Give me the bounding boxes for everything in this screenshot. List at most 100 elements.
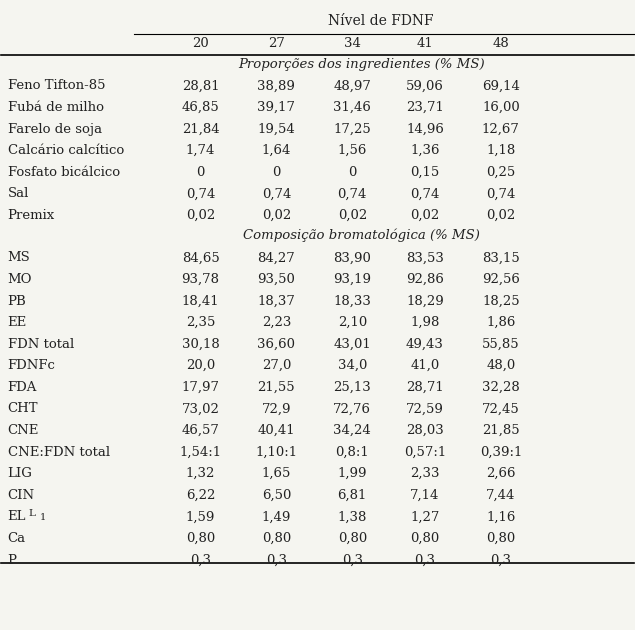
Text: 1,64: 1,64 [262,144,291,157]
Text: 23,71: 23,71 [406,101,444,114]
Text: 0,3: 0,3 [190,554,211,566]
Text: 19,54: 19,54 [258,123,295,135]
Text: 30,18: 30,18 [182,338,220,351]
Text: 34: 34 [344,37,361,50]
Text: 72,76: 72,76 [333,403,371,415]
Text: 2,10: 2,10 [338,316,367,329]
Text: 36,60: 36,60 [257,338,295,351]
Text: 49,43: 49,43 [406,338,444,351]
Text: 0,80: 0,80 [262,532,291,545]
Text: 2,35: 2,35 [186,316,215,329]
Text: Fosfato bicálcico: Fosfato bicálcico [8,166,120,179]
Text: 48,97: 48,97 [333,79,371,93]
Text: 2,33: 2,33 [410,467,439,480]
Text: 0,74: 0,74 [410,187,439,200]
Text: 1,18: 1,18 [486,144,516,157]
Text: CNE: CNE [8,424,39,437]
Text: 32,28: 32,28 [482,381,519,394]
Text: 0: 0 [196,166,204,179]
Text: 92,56: 92,56 [482,273,520,286]
Text: 72,9: 72,9 [262,403,291,415]
Text: 6,81: 6,81 [338,489,367,501]
Text: 0,74: 0,74 [262,187,291,200]
Text: 34,0: 34,0 [338,359,367,372]
Text: 0: 0 [348,166,356,179]
Text: PB: PB [8,294,27,307]
Text: 0,02: 0,02 [338,209,367,222]
Text: 1,10:1: 1,10:1 [255,445,297,459]
Text: 0,02: 0,02 [486,209,516,222]
Text: 1,38: 1,38 [338,510,367,524]
Text: 21,55: 21,55 [258,381,295,394]
Text: Feno Tifton-85: Feno Tifton-85 [8,79,105,93]
Text: Farelo de soja: Farelo de soja [8,123,102,135]
Text: 41: 41 [417,37,433,50]
Text: Sal: Sal [8,187,29,200]
Text: 0: 0 [272,166,281,179]
Text: 83,15: 83,15 [482,251,519,265]
Text: Premix: Premix [8,209,55,222]
Text: 0,74: 0,74 [186,187,215,200]
Text: 84,27: 84,27 [258,251,295,265]
Text: 12,67: 12,67 [482,123,520,135]
Text: 0,74: 0,74 [486,187,516,200]
Text: 38,89: 38,89 [257,79,295,93]
Text: 40,41: 40,41 [258,424,295,437]
Text: 92,86: 92,86 [406,273,444,286]
Text: FDA: FDA [8,381,37,394]
Text: P: P [8,554,17,566]
Text: EE: EE [8,316,27,329]
Text: 1: 1 [39,513,46,522]
Text: Ca: Ca [8,532,26,545]
Text: 27,0: 27,0 [262,359,291,372]
Text: 20: 20 [192,37,209,50]
Text: 6,22: 6,22 [186,489,215,501]
Text: FDN total: FDN total [8,338,74,351]
Text: 93,19: 93,19 [333,273,371,286]
Text: 21,85: 21,85 [482,424,519,437]
Text: 0,80: 0,80 [186,532,215,545]
Text: 1,74: 1,74 [186,144,215,157]
Text: 48: 48 [493,37,509,50]
Text: 34,24: 34,24 [333,424,371,437]
Text: CIN: CIN [8,489,35,501]
Text: MO: MO [8,273,32,286]
Text: 27: 27 [268,37,285,50]
Text: 7,44: 7,44 [486,489,516,501]
Text: 21,84: 21,84 [182,123,219,135]
Text: 72,45: 72,45 [482,403,519,415]
Text: 83,53: 83,53 [406,251,444,265]
Text: 7,14: 7,14 [410,489,439,501]
Text: 0,80: 0,80 [486,532,516,545]
Text: 1,36: 1,36 [410,144,439,157]
Text: Calcário calcítico: Calcário calcítico [8,144,124,157]
Text: CNE:FDN total: CNE:FDN total [8,445,110,459]
Text: 83,90: 83,90 [333,251,371,265]
Text: 0,3: 0,3 [415,554,436,566]
Text: 0,57:1: 0,57:1 [404,445,446,459]
Text: 93,50: 93,50 [257,273,295,286]
Text: 0,02: 0,02 [186,209,215,222]
Text: 16,00: 16,00 [482,101,519,114]
Text: 46,85: 46,85 [182,101,220,114]
Text: 41,0: 41,0 [410,359,439,372]
Text: 43,01: 43,01 [333,338,371,351]
Text: 55,85: 55,85 [482,338,519,351]
Text: 48,0: 48,0 [486,359,516,372]
Text: 0,02: 0,02 [410,209,439,222]
Text: 39,17: 39,17 [257,101,295,114]
Text: 1,16: 1,16 [486,510,516,524]
Text: 25,13: 25,13 [333,381,371,394]
Text: 1,99: 1,99 [338,467,367,480]
Text: 0,3: 0,3 [342,554,363,566]
Text: 28,03: 28,03 [406,424,444,437]
Text: 14,96: 14,96 [406,123,444,135]
Text: 0,39:1: 0,39:1 [479,445,522,459]
Text: 1,54:1: 1,54:1 [180,445,222,459]
Text: 0,8:1: 0,8:1 [335,445,369,459]
Text: 17,97: 17,97 [182,381,220,394]
Text: 93,78: 93,78 [182,273,220,286]
Text: 1,27: 1,27 [410,510,439,524]
Text: 0,3: 0,3 [266,554,287,566]
Text: 18,33: 18,33 [333,294,371,307]
